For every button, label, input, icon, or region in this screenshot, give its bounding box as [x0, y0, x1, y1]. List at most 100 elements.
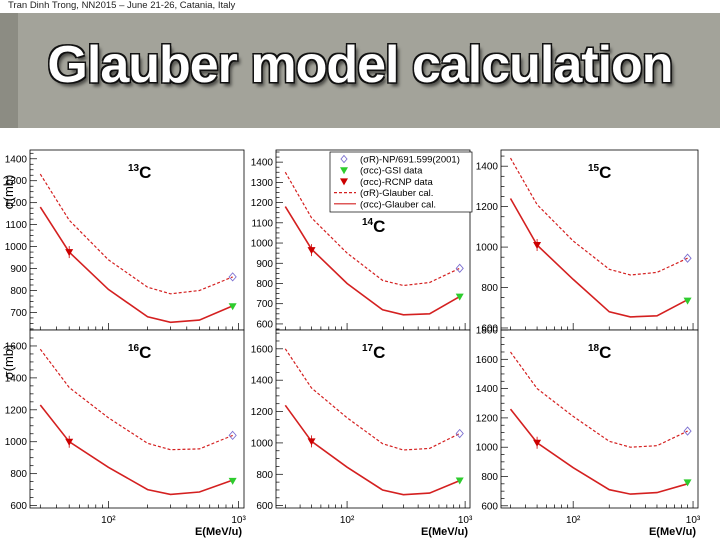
- y-tick-label: 800: [256, 279, 273, 290]
- y-tick-label: 900: [256, 259, 273, 270]
- x-tick-label: 10³: [231, 515, 246, 526]
- y-tick-label: 1400: [5, 373, 28, 384]
- panel-15C: 600 800 1000 1200 1400 15C: [476, 149, 699, 334]
- title-band: Glauber model calculation: [0, 13, 720, 128]
- np691-data-point: [455, 428, 464, 439]
- panel-13C: 700 800 900 1000 1100 1200 1300 1400 13C: [5, 149, 245, 331]
- isotope-label: 18C: [588, 343, 611, 362]
- chart-panels: 700 800 900 1000 1100 1200 1300 1400 13C 600 700 80…: [5, 149, 701, 539]
- sigma-r-glauber-line: [284, 348, 460, 451]
- y-tick-label: 600: [256, 501, 273, 512]
- np691-data-point: [455, 263, 464, 273]
- legend: (σR)-NP/691.599(2001)(σcc)-GSI data(σcc)…: [329, 151, 473, 213]
- x-tick-label: 10³: [458, 515, 473, 526]
- y-tick-label: 1200: [5, 405, 28, 416]
- gsi-data-point: [455, 477, 464, 485]
- x-tick-label: 10³: [686, 515, 701, 526]
- y-tick-label: 600: [10, 501, 27, 512]
- y-tick-label: 1200: [5, 198, 28, 209]
- legend-entry-label: (σR)-NP/691.599(2001): [360, 155, 460, 166]
- isotope-label: 14C: [362, 217, 385, 236]
- title-accent-bar: [0, 13, 18, 128]
- x-axis-label: E(MeV/u): [421, 526, 468, 538]
- y-tick-label: 600: [481, 323, 498, 334]
- sigma-r-glauber-line: [39, 348, 233, 451]
- legend-entry-label: (σR)-Glauber cal.: [360, 188, 433, 199]
- panel-frame: [275, 329, 471, 509]
- panel-frame: [500, 329, 699, 509]
- panel-frame: [29, 149, 245, 331]
- y-tick-label: 1000: [5, 242, 28, 253]
- y-tick-label: 1000: [251, 239, 274, 250]
- rcnp-data-point: [307, 247, 316, 255]
- legend-triangle-icon: [340, 167, 348, 175]
- header-caption: Tran Dinh Trong, NN2015 – June 21-26, Ca…: [8, 0, 236, 11]
- y-tick-label: 600: [481, 501, 498, 512]
- legend-triangle-icon: [340, 178, 348, 186]
- x-axis-label: E(MeV/u): [195, 526, 242, 538]
- y-tick-label: 1300: [5, 176, 28, 187]
- sigma-r-glauber-line: [510, 351, 688, 448]
- legend-diamond-icon: [340, 154, 348, 164]
- y-tick-label: 800: [256, 470, 273, 481]
- x-tick-label: 10²: [566, 515, 581, 526]
- gsi-data-point: [228, 477, 237, 485]
- y-tick-label: 1100: [5, 220, 27, 231]
- isotope-label: 17C: [362, 343, 385, 362]
- gsi-data-point: [455, 293, 464, 301]
- y-tick-label: 1200: [251, 198, 274, 209]
- np691-data-point: [228, 272, 237, 282]
- y-tick-label: 800: [10, 286, 27, 297]
- y-tick-label: 1600: [476, 355, 499, 366]
- rcnp-data-point: [307, 438, 316, 446]
- legend-entry-label: (σcc)-Glauber cal.: [360, 199, 436, 210]
- sigma-r-glauber-line: [284, 171, 460, 287]
- y-tick-label: 900: [10, 264, 27, 275]
- np691-data-point: [228, 430, 237, 441]
- y-tick-label: 600: [256, 319, 273, 330]
- rcnp-data-point: [65, 438, 74, 446]
- x-axis-label: E(MeV/u): [649, 526, 696, 538]
- y-axis-label-top: σ(mb): [1, 175, 16, 210]
- legend-entry-label: (σcc)-RCNP data: [360, 177, 433, 188]
- np691-data-point: [683, 253, 692, 263]
- y-tick-label: 1200: [251, 407, 274, 418]
- gsi-data-point: [228, 303, 237, 311]
- y-tick-label: 1000: [251, 438, 274, 449]
- y-tick-label: 1400: [251, 158, 274, 169]
- x-tick-label: 10²: [340, 515, 355, 526]
- legend-entry-label: (σcc)-GSI data: [360, 166, 423, 177]
- y-tick-label: 700: [256, 299, 273, 310]
- x-tick-label: 10²: [101, 515, 116, 526]
- rcnp-data-point: [533, 242, 542, 250]
- y-tick-label: 1300: [251, 178, 274, 189]
- y-tick-label: 1400: [5, 154, 28, 165]
- rcnp-data-point: [533, 439, 542, 447]
- isotope-label: 13C: [128, 163, 151, 182]
- y-tick-label: 1100: [251, 218, 273, 229]
- y-tick-label: 800: [10, 469, 27, 480]
- y-tick-label: 1400: [476, 384, 499, 395]
- legend-box: [329, 151, 473, 213]
- rcnp-data-point: [65, 249, 74, 257]
- isotope-label: 16C: [128, 343, 151, 362]
- sigma-r-glauber-line: [39, 173, 233, 295]
- panel-frame: [29, 329, 245, 509]
- np691-data-point: [683, 426, 692, 436]
- y-tick-label: 1800: [476, 326, 499, 337]
- y-tick-label: 800: [481, 283, 498, 294]
- y-tick-label: 1200: [476, 413, 499, 424]
- y-tick-label: 1600: [251, 344, 274, 355]
- y-tick-label: 1000: [5, 437, 28, 448]
- y-tick-label: 1200: [476, 202, 499, 213]
- y-tick-label: 1000: [476, 243, 499, 254]
- y-tick-label: 1400: [251, 376, 274, 387]
- y-tick-label: 1000: [476, 443, 499, 454]
- y-tick-label: 1400: [476, 162, 499, 173]
- gsi-data-point: [683, 479, 692, 487]
- slide-title: Glauber model calculation: [47, 36, 673, 94]
- panel-18C: 600 800 1000 1200 1400 1600 1800 10² 10³E(MeV/u)…: [476, 326, 701, 539]
- y-tick-label: 800: [481, 472, 498, 483]
